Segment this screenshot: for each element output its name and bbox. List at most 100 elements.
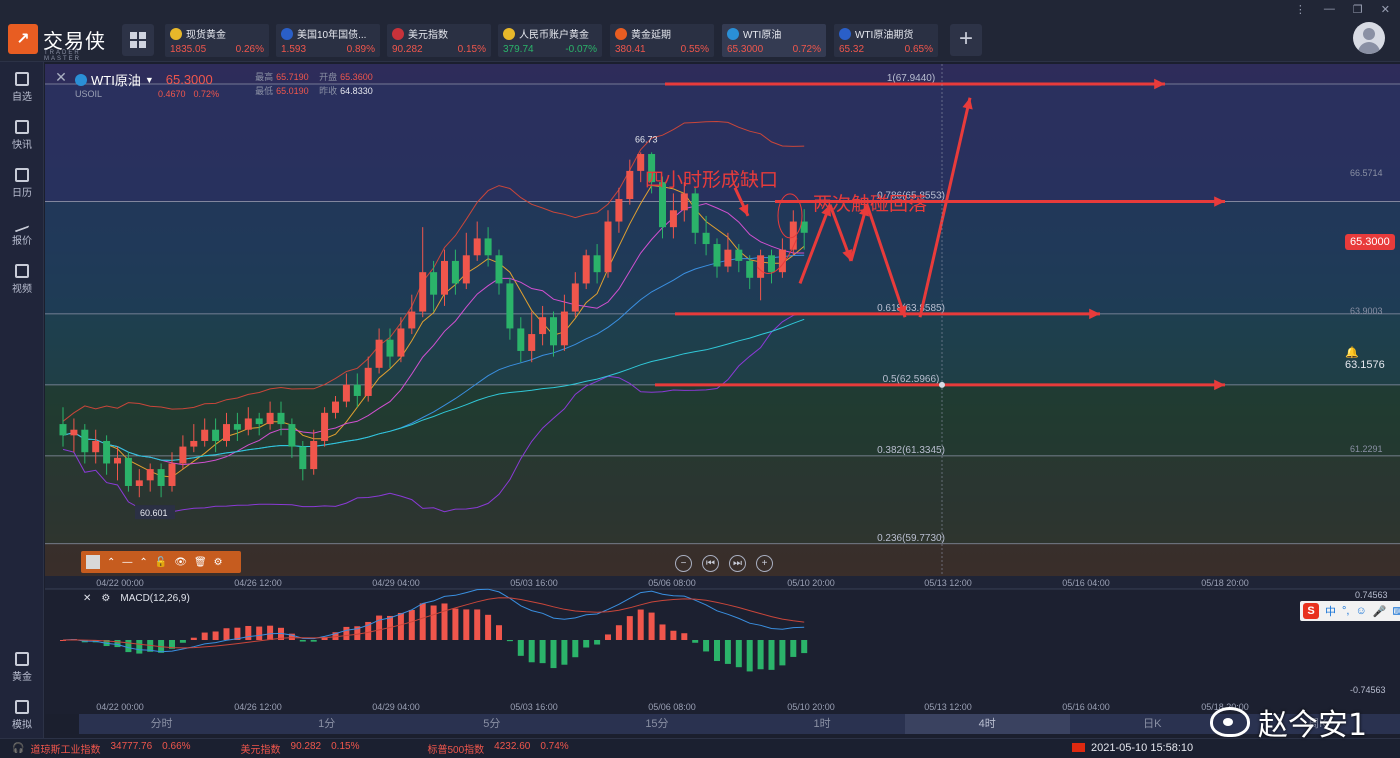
candle-body — [103, 440, 111, 464]
candle-body — [375, 339, 383, 368]
macd-bar — [615, 625, 622, 640]
candle-body — [255, 418, 263, 425]
macd-bar — [485, 614, 492, 640]
macd-bar — [735, 640, 742, 668]
period-tab-selected[interactable]: 4时 — [904, 714, 1070, 734]
layout-grid-button[interactable] — [122, 24, 154, 56]
bookmark-icon — [15, 72, 29, 86]
ticker-change: -0.07% — [565, 44, 597, 55]
candle-body — [778, 249, 786, 273]
candle-body — [735, 249, 743, 261]
period-tab[interactable]: 1时 — [813, 718, 831, 730]
ticker-card[interactable]: WTI原油期货 65.32 0.65% — [834, 24, 938, 57]
ticker-card[interactable]: 人民币账户黄金 379.74 -0.07% — [498, 24, 602, 57]
indicator-line — [62, 312, 805, 514]
settings-icon[interactable]: ⚙ — [101, 593, 111, 604]
candlesticks: 66.73 60.601 — [59, 134, 808, 520]
ticker-card[interactable]: WTI原油 65.3000 0.72% — [722, 24, 826, 57]
index-dow[interactable]: 道琼斯工业指数 34777.76 0.66% — [30, 741, 190, 756]
macd-bar — [506, 640, 513, 642]
sidebar-item-video[interactable]: 视频 — [0, 264, 44, 295]
ticker-card[interactable]: 黄金延期 380.41 0.55% — [610, 24, 714, 57]
macd-bar — [517, 640, 524, 656]
index-value: 34777.76 — [110, 741, 153, 752]
macd-bar — [354, 626, 361, 640]
sidebar-item-quotes[interactable]: 报价 — [0, 213, 44, 247]
symbol-name: WTI原油 — [91, 73, 141, 88]
period-tab[interactable]: 15分 — [645, 718, 669, 730]
macd-bar — [441, 603, 448, 640]
candle-body — [59, 424, 67, 436]
macd-x-tick-label: 04/29 04:00 — [372, 702, 420, 712]
lock-icon[interactable]: 🔓 — [154, 556, 168, 568]
candle-body — [81, 429, 89, 453]
macd-bar — [408, 609, 415, 640]
prev-close-label: 昨收 — [319, 86, 338, 96]
candle-body — [201, 429, 209, 441]
ticker-card[interactable]: 现货黄金 1835.05 0.26% — [165, 24, 269, 57]
sidebar-item-watchlist[interactable]: 自选 — [0, 72, 44, 103]
sidebar-item-simulation[interactable]: 模拟 — [0, 700, 44, 731]
skip-forward-icon[interactable]: ⏭ — [729, 555, 746, 572]
alert-price-tag[interactable]: 🔔 63.1576 — [1345, 346, 1400, 371]
index-usd[interactable]: 美元指数 90.282 0.15% — [241, 741, 360, 756]
headset-icon[interactable]: 🎧 — [12, 743, 25, 754]
window-controls: ⋮ — ❐ ✕ — [1295, 3, 1390, 16]
candle-body — [299, 446, 307, 470]
fib-band — [45, 84, 1400, 202]
trend-icon — [15, 213, 29, 233]
candle-body — [288, 424, 296, 447]
close-icon[interactable]: ✕ — [83, 593, 92, 604]
menu-icon[interactable]: ⋮ — [1294, 4, 1306, 16]
price-chart[interactable]: 1(67.9440) 0.786(65.8553) 0.618(63.8585) 0.… — [45, 64, 1400, 738]
skip-back-icon[interactable]: ⏮ — [702, 555, 719, 572]
period-tab[interactable]: 分时 — [150, 718, 173, 730]
close-icon[interactable]: ✕ — [1380, 4, 1390, 16]
add-ticker-button[interactable]: + — [950, 24, 982, 56]
close-icon[interactable]: ✕ — [55, 69, 67, 85]
index-sp500[interactable]: 标普500指数 4232.60 0.74% — [427, 741, 568, 756]
trash-icon[interactable]: 🗑 — [193, 556, 207, 568]
candle-body — [451, 260, 459, 284]
grid-icon — [130, 32, 146, 48]
symbol-title[interactable]: WTI原油 ▼ 65.3000 USOIL 0.4670 0.72% — [75, 70, 227, 99]
sidebar-item-gold[interactable]: 黄金 — [0, 652, 44, 683]
sidebar-item-calendar[interactable]: 日历 — [0, 168, 44, 199]
ticker-card[interactable]: 美元指数 90.282 0.15% — [387, 24, 491, 57]
macd-bar — [626, 616, 633, 640]
period-tab[interactable]: 日K — [1143, 718, 1162, 730]
ticker-card[interactable]: 美国10年国债... 1.593 0.89% — [276, 24, 380, 57]
macd-bar — [212, 631, 219, 640]
settings-icon[interactable]: ⚙ — [213, 556, 223, 568]
chevron-up-icon[interactable]: ⌃ — [107, 556, 116, 568]
period-tab[interactable]: 周K — [1308, 718, 1327, 730]
candle-body — [124, 457, 132, 486]
ticker-price: 379.74 — [503, 44, 534, 55]
avatar[interactable] — [1353, 22, 1385, 54]
zoom-in-icon[interactable]: + — [756, 555, 773, 572]
current-price-tag: 65.3000 — [1345, 234, 1395, 250]
eye-icon[interactable]: 👁 — [174, 556, 187, 568]
candle-body — [321, 412, 329, 441]
ticker-name: WTI原油期货 — [855, 30, 914, 41]
sidebar-item-news[interactable]: 快讯 — [0, 120, 44, 151]
ticker-change: 0.72% — [792, 44, 821, 55]
zoom-out-icon[interactable]: − — [675, 555, 692, 572]
input-method-bar[interactable]: S 中 °, ☺ 🎤 ⌨ — [1300, 601, 1400, 621]
macd-bar — [605, 634, 611, 640]
fib-label: 0.618(63.8585) — [877, 303, 945, 314]
ohlc-panel: 最高 65.7190 开盘 65.3600 最低 65.0190 昨收 64.8330 — [255, 70, 381, 98]
chevron-up-icon[interactable]: ⌃ — [139, 556, 148, 568]
color-swatch[interactable] — [86, 555, 100, 569]
line-style-icon[interactable]: — — [122, 556, 133, 568]
restore-icon[interactable]: ❐ — [1352, 4, 1363, 16]
chevron-down-icon[interactable]: ▼ — [144, 74, 154, 85]
chart-area[interactable]: 1(67.9440) 0.786(65.8553) 0.618(63.8585) 0.… — [45, 64, 1400, 738]
period-tab[interactable]: 1分 — [318, 718, 336, 730]
alert-price: 63.1576 — [1345, 359, 1385, 371]
macd-bar — [757, 640, 764, 670]
period-tab[interactable]: 5分 — [483, 718, 501, 730]
indicator-line — [62, 202, 805, 466]
x-tick-label: 05/10 20:00 — [787, 578, 835, 588]
minimize-icon[interactable]: — — [1323, 3, 1335, 15]
